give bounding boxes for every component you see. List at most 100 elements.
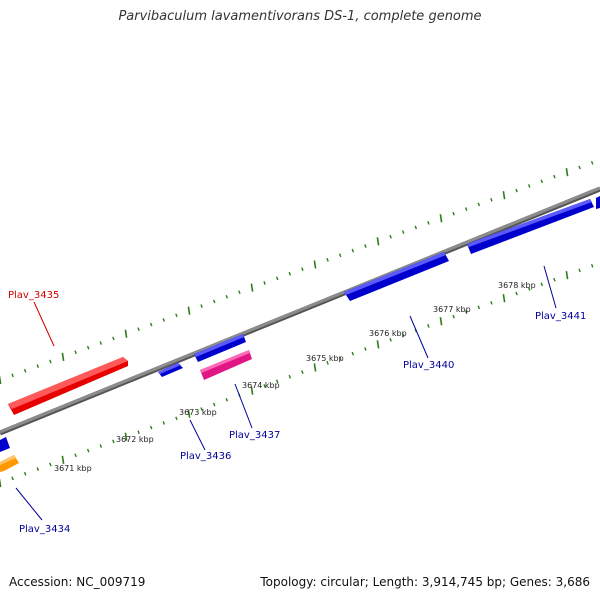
major-tick (0, 375, 2, 385)
minor-tick (86, 448, 90, 453)
major-tick (376, 340, 380, 349)
backbone-line (0, 186, 600, 434)
scale-label-3676: 3676 kbp (369, 329, 407, 338)
minor-tick (212, 402, 216, 407)
major-tick (502, 294, 506, 303)
major-tick (439, 214, 443, 223)
gene-label-plav-3441[interactable]: Plav_3441 (535, 311, 586, 322)
scale-label-3678: 3678 kbp (498, 281, 536, 290)
minor-tick (225, 294, 229, 299)
minor-tick (36, 467, 40, 471)
minor-tick (301, 267, 304, 271)
scale-label-3674: 3674 kbp (242, 381, 280, 390)
minor-tick (515, 291, 518, 296)
gene-label-plav-3440[interactable]: Plav_3440 (403, 360, 454, 371)
major-tick (502, 191, 506, 200)
minor-tick (23, 471, 27, 476)
minor-tick (452, 211, 455, 216)
minor-tick (540, 179, 544, 184)
map-title: Parvibaculum lavamentivorans DS-1, compl… (118, 9, 482, 24)
minor-tick (364, 244, 367, 248)
gene-plav-3435[interactable] (8, 357, 128, 415)
minor-tick (11, 373, 14, 378)
scale-label-3671: 3671 kbp (54, 464, 92, 473)
minor-tick (590, 160, 594, 165)
minor-tick (99, 341, 103, 345)
minor-tick (464, 207, 468, 211)
gene-plav-3441[interactable] (467, 199, 594, 254)
accession-label: Accession: NC_009719 (9, 575, 146, 589)
minor-tick (401, 230, 405, 234)
minor-tick (477, 305, 481, 310)
major-tick (124, 432, 128, 441)
minor-tick (288, 374, 292, 379)
gene-label-plav-3434[interactable]: Plav_3434 (19, 524, 70, 535)
minor-tick (212, 299, 216, 304)
gene-label-plav-3436[interactable]: Plav_3436 (180, 451, 231, 462)
gene-label-plav-3435[interactable]: Plav_3435 (8, 290, 59, 301)
gene-orange-edge[interactable] (0, 455, 19, 472)
minor-tick (200, 407, 203, 411)
minor-tick (49, 359, 52, 364)
minor-tick (175, 313, 178, 318)
major-tick (565, 270, 569, 280)
major-tick (376, 237, 380, 246)
minor-tick (527, 184, 531, 188)
minor-tick (452, 314, 455, 319)
minor-tick (427, 324, 430, 328)
minor-tick (553, 277, 556, 282)
minor-tick (464, 310, 468, 314)
scale-label-3673: 3673 kbp (179, 408, 217, 417)
minor-tick (149, 425, 153, 430)
minor-tick (301, 370, 304, 374)
minor-tick (351, 248, 355, 253)
inner-tick-ring (0, 263, 594, 488)
major-tick (313, 260, 317, 269)
minor-tick (590, 263, 594, 268)
major-tick (250, 283, 254, 292)
major-tick (439, 317, 443, 326)
major-tick (61, 455, 65, 465)
minor-tick (99, 444, 103, 448)
minor-tick (74, 453, 77, 458)
outer-tick-ring (0, 160, 594, 385)
gene-plav-3440[interactable] (344, 252, 449, 301)
minor-tick (326, 361, 329, 365)
gene-edge-blue-right[interactable] (596, 196, 600, 209)
minor-tick (540, 282, 544, 287)
label-leaders (15, 265, 557, 521)
minor-tick (74, 350, 77, 355)
minor-tick (389, 234, 392, 239)
minor-tick (225, 397, 229, 402)
gene-plav-3437[interactable] (200, 350, 252, 380)
minor-tick (275, 379, 279, 384)
minor-tick (137, 327, 140, 332)
gene-plav-3437-blue[interactable] (194, 334, 246, 362)
minor-tick (162, 318, 166, 322)
minor-tick (578, 268, 581, 273)
minor-tick (86, 345, 90, 350)
backbone (0, 186, 600, 436)
minor-tick (364, 347, 367, 351)
gene-plav-3436[interactable] (158, 363, 183, 377)
minor-tick (490, 197, 493, 202)
minor-tick (11, 476, 14, 481)
minor-tick (137, 430, 140, 435)
minor-tick (162, 421, 166, 425)
minor-tick (112, 336, 115, 341)
minor-tick (149, 322, 153, 327)
minor-tick (351, 351, 355, 356)
minor-tick (338, 253, 342, 258)
gene-label-plav-3437[interactable]: Plav_3437 (229, 430, 280, 441)
gene-features (0, 196, 600, 472)
gene-labels: Plav_3435 Plav_3434 Plav_3436 Plav_3437 … (8, 290, 586, 535)
gene-plav-3434-edge[interactable] (0, 437, 10, 452)
scale-labels: 3671 kbp 3672 kbp 3673 kbp 3674 kbp 3675… (54, 281, 536, 473)
major-tick (124, 329, 128, 338)
minor-tick (263, 281, 266, 285)
major-tick (61, 352, 65, 362)
minor-tick (275, 276, 279, 281)
minor-tick (36, 364, 40, 368)
genome-summary: Topology: circular; Length: 3,914,745 bp… (260, 575, 590, 589)
